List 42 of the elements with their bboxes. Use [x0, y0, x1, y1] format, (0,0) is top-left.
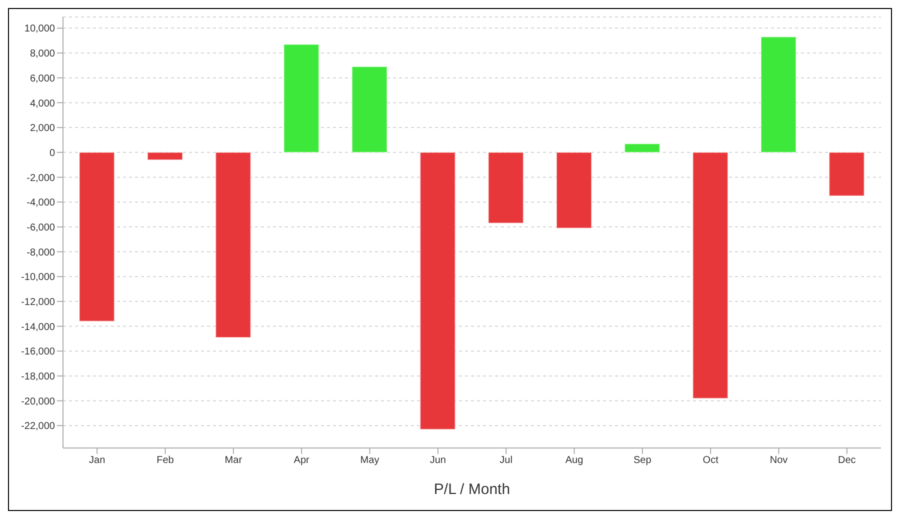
bar: [283, 44, 320, 153]
x-tick-label: Aug: [565, 455, 584, 466]
y-tick-label: -10,000: [21, 272, 56, 284]
y-tick-label: -8,000: [26, 247, 56, 258]
y-tick-label: 2,000: [30, 123, 56, 134]
bar: [147, 152, 184, 160]
x-tick-label: Jun: [430, 455, 446, 466]
bar: [760, 36, 797, 153]
y-tick-label: -20,000: [21, 396, 56, 408]
x-tick-label: Nov: [770, 455, 788, 466]
x-tick-label: Mar: [224, 455, 243, 466]
bar: [692, 152, 728, 399]
y-tick-label: -22,000: [21, 421, 56, 432]
bar: [828, 152, 865, 196]
y-tick-label: -6,000: [26, 222, 56, 234]
y-tick-label: -16,000: [21, 346, 56, 358]
x-tick-label: Oct: [702, 455, 719, 466]
bar: [78, 152, 115, 322]
bar: [420, 152, 456, 430]
bar: [624, 143, 660, 153]
x-tick-label: Jul: [500, 455, 512, 466]
y-tick-label: 10,000: [24, 24, 56, 35]
y-tick-label: -14,000: [21, 322, 56, 333]
y-tick-label: 0: [49, 148, 56, 159]
x-tick-label: Feb: [156, 455, 174, 466]
x-tick-label: Dec: [838, 455, 856, 466]
bar: [215, 152, 252, 338]
x-tick-label: Sep: [634, 455, 652, 466]
x-tick-label: Jan: [89, 455, 106, 466]
y-tick-label: 4,000: [30, 98, 56, 110]
bar: [488, 152, 524, 224]
y-tick-label: -4,000: [26, 198, 56, 209]
bar: [352, 66, 388, 153]
y-tick-label: -2,000: [26, 172, 56, 184]
y-tick-label: -12,000: [21, 296, 56, 308]
x-tick-label: May: [360, 455, 380, 466]
y-tick-label: -18,000: [21, 372, 56, 383]
bar: [556, 152, 592, 229]
x-tick-label: Apr: [294, 455, 310, 466]
x-axis-title: P/L / Month: [434, 481, 510, 498]
y-tick-label: 6,000: [30, 73, 56, 84]
y-tick-label: 8,000: [30, 48, 56, 60]
